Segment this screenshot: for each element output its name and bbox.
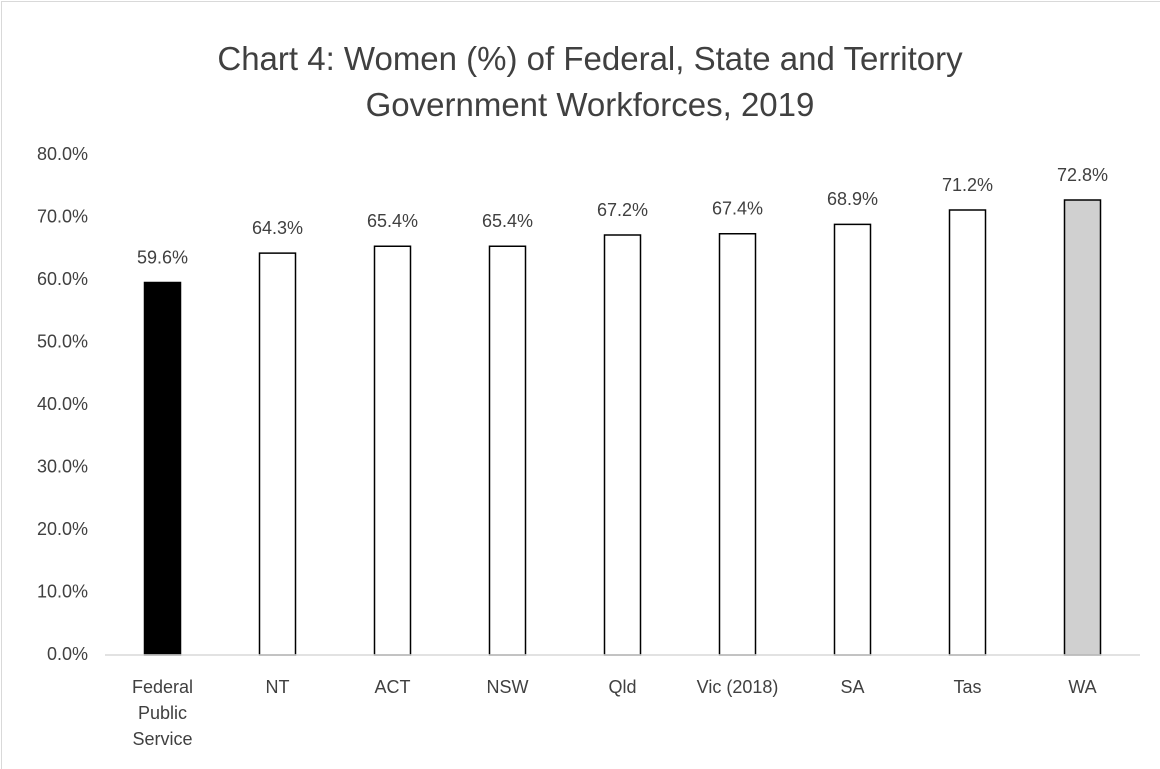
x-tick-label: NSW (486, 677, 529, 697)
x-tick-label: Vic (2018) (696, 677, 779, 697)
x-tick-label: NT (265, 677, 290, 697)
y-tick-label: 50.0% (37, 331, 88, 351)
y-tick-label: 60.0% (37, 269, 88, 289)
y-tick-label: 0.0% (47, 644, 88, 664)
y-tick-label: 40.0% (37, 394, 88, 414)
data-label: 67.4% (712, 199, 763, 219)
chart-title: Chart 4: Women (%) of Federal, State and… (217, 40, 963, 123)
y-tick-label: 80.0% (37, 144, 88, 164)
data-label: 65.4% (482, 211, 533, 231)
data-label: 72.8% (1057, 165, 1108, 185)
data-label: 71.2% (942, 175, 993, 195)
x-tick-label: WA (1068, 677, 1097, 697)
y-tick-label: 20.0% (37, 519, 88, 539)
data-label: 59.6% (137, 247, 188, 267)
y-tick-label: 70.0% (37, 206, 88, 226)
bar (488, 245, 527, 656)
x-tick-label: Qld (608, 677, 637, 697)
data-label: 68.9% (827, 189, 878, 209)
bar (373, 245, 412, 656)
data-label: 64.3% (252, 218, 303, 238)
bar (258, 252, 297, 656)
bar (143, 281, 182, 656)
x-tick-label: Tas (953, 677, 982, 697)
x-tick-label: ACT (374, 677, 411, 697)
bar (948, 209, 987, 656)
x-tick-label: Federal Public Service (131, 677, 194, 749)
y-tick-label: 30.0% (37, 456, 88, 476)
bar (1063, 199, 1102, 656)
data-label: 67.2% (597, 200, 648, 220)
data-label: 65.4% (367, 211, 418, 231)
bar (833, 223, 872, 656)
y-tick-label: 10.0% (37, 581, 88, 601)
bar (718, 233, 757, 656)
x-tick-label: SA (840, 677, 865, 697)
bar (603, 234, 642, 656)
